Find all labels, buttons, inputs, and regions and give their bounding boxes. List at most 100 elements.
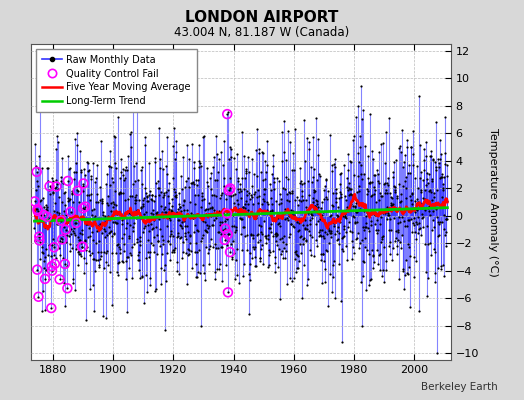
Point — [276, 222, 285, 229]
Point — [181, 232, 190, 239]
Point — [405, 162, 413, 168]
Point — [237, 195, 245, 202]
Point — [291, 249, 300, 256]
Point — [387, 194, 395, 200]
Point — [54, 212, 63, 218]
Point — [334, 204, 342, 210]
Point — [226, 249, 234, 255]
Point — [126, 249, 135, 256]
Point — [413, 207, 421, 213]
Point — [135, 275, 144, 281]
Point — [229, 237, 237, 244]
Point — [375, 149, 383, 155]
Point — [124, 208, 133, 215]
Point — [55, 210, 63, 216]
Point — [428, 226, 436, 233]
Point — [440, 273, 448, 279]
Point — [326, 230, 335, 236]
Point — [417, 169, 425, 176]
Point — [262, 234, 270, 241]
Point — [72, 160, 80, 166]
Point — [55, 194, 63, 200]
Point — [138, 202, 147, 209]
Point — [193, 249, 201, 256]
Point — [85, 232, 94, 239]
Point — [299, 196, 307, 203]
Point — [339, 210, 347, 216]
Point — [310, 165, 319, 172]
Point — [384, 212, 392, 218]
Point — [209, 244, 217, 250]
Point — [212, 132, 220, 139]
Point — [157, 189, 165, 196]
Point — [206, 236, 215, 243]
Point — [144, 237, 152, 243]
Point — [312, 114, 321, 121]
Point — [306, 221, 314, 227]
Point — [310, 186, 319, 193]
Point — [245, 168, 253, 175]
Point — [170, 186, 178, 192]
Point — [42, 204, 51, 210]
Point — [90, 215, 99, 222]
Point — [232, 150, 241, 157]
Point — [210, 192, 218, 198]
Point — [223, 210, 231, 217]
Point — [244, 211, 253, 217]
Point — [51, 185, 59, 191]
Text: LONDON AIRPORT: LONDON AIRPORT — [185, 10, 339, 25]
Point — [38, 244, 46, 250]
Point — [303, 210, 312, 216]
Point — [357, 162, 365, 168]
Point — [264, 201, 272, 207]
Point — [161, 327, 170, 333]
Point — [94, 262, 103, 268]
Point — [120, 248, 128, 254]
Point — [340, 233, 348, 239]
Point — [138, 273, 146, 279]
Point — [195, 213, 204, 220]
Point — [137, 205, 145, 211]
Point — [292, 194, 301, 200]
Point — [264, 264, 272, 270]
Point — [93, 190, 101, 197]
Point — [288, 166, 297, 173]
Point — [47, 305, 56, 311]
Point — [394, 220, 402, 226]
Point — [378, 192, 387, 199]
Point — [248, 254, 256, 261]
Point — [351, 203, 359, 209]
Point — [368, 148, 376, 154]
Point — [134, 252, 142, 258]
Point — [286, 231, 294, 237]
Point — [334, 213, 343, 219]
Point — [116, 249, 125, 256]
Point — [315, 170, 324, 177]
Point — [91, 268, 99, 274]
Point — [176, 204, 184, 210]
Point — [155, 125, 163, 131]
Point — [328, 202, 336, 208]
Point — [214, 210, 223, 216]
Point — [99, 221, 107, 227]
Point — [145, 254, 153, 261]
Point — [294, 201, 302, 208]
Point — [323, 230, 331, 237]
Point — [52, 183, 60, 190]
Point — [443, 162, 452, 168]
Point — [245, 260, 254, 267]
Point — [405, 244, 413, 251]
Point — [34, 206, 42, 212]
Point — [223, 111, 232, 117]
Point — [204, 223, 213, 229]
Point — [168, 203, 177, 210]
Point — [393, 250, 401, 257]
Point — [381, 160, 389, 166]
Point — [254, 238, 263, 245]
Point — [343, 175, 352, 181]
Point — [282, 215, 291, 222]
Point — [355, 245, 364, 252]
Point — [431, 279, 439, 285]
Point — [222, 191, 230, 198]
Point — [77, 169, 85, 175]
